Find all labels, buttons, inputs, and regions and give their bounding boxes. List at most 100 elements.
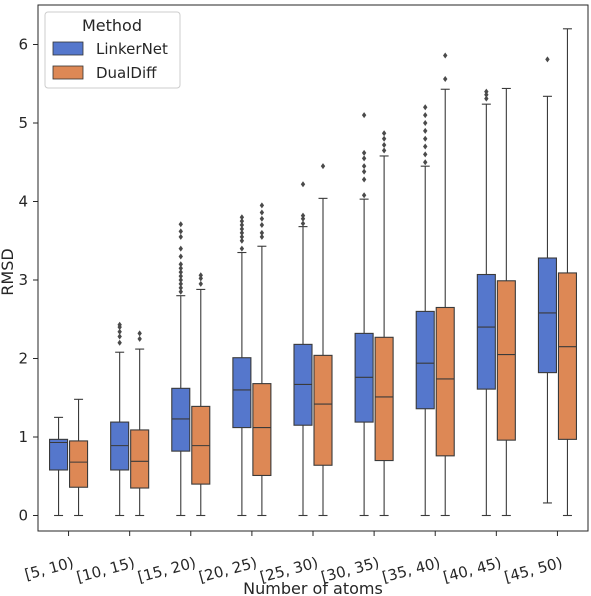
y-tick-label: 2 <box>18 350 28 368</box>
outlier-point <box>178 261 183 268</box>
outlier-point <box>178 265 183 272</box>
outlier-point <box>178 273 183 280</box>
outlier-point <box>259 229 265 236</box>
outlier-point <box>239 229 245 236</box>
y-tick-label: 0 <box>18 507 28 525</box>
legend-title: Method <box>82 16 142 35</box>
outlier-point <box>198 275 203 282</box>
box-linkernet-7 <box>476 88 496 517</box>
box-dualdiff-3 <box>252 202 272 517</box>
box-body <box>49 438 69 471</box>
outlier-point <box>484 88 489 95</box>
outlier-point <box>381 135 387 142</box>
outlier-point <box>443 52 448 59</box>
box-body <box>557 272 577 440</box>
box-dualdiff-7 <box>496 87 516 517</box>
x-ticks: [5, 10) [10, 15) [15, 20) [20, 25) [25, 30)[… <box>23 531 564 586</box>
outlier-point <box>178 245 183 252</box>
box-dualdiff-8 <box>557 28 577 517</box>
outlier-point <box>178 280 183 287</box>
outlier-point <box>423 143 428 150</box>
box-linkernet-5 <box>354 112 374 517</box>
box-body <box>252 383 272 477</box>
outlier-point <box>361 155 367 162</box>
x-tick-label: [10, 15) <box>75 553 137 586</box>
legend-swatch-dualdiff <box>52 65 84 80</box>
outlier-point <box>117 333 122 340</box>
outlier-point <box>239 237 245 244</box>
box-body <box>130 429 150 489</box>
outlier-point <box>259 215 265 222</box>
outlier-point <box>178 221 183 228</box>
y-tick-label: 3 <box>18 271 28 289</box>
outlier-point <box>178 277 183 283</box>
outlier-point <box>423 112 428 119</box>
outlier-point <box>381 147 387 154</box>
y-tick-label: 6 <box>18 36 28 54</box>
outlier-point <box>178 253 183 260</box>
outlier-point <box>320 163 326 170</box>
legend-label-dualdiff: DualDiff <box>96 64 157 82</box>
outlier-point <box>137 330 142 337</box>
box-linkernet-8 <box>537 56 557 504</box>
box-body <box>374 336 394 462</box>
box-body <box>69 440 89 488</box>
outlier-point <box>361 163 367 170</box>
outlier-point <box>423 151 428 158</box>
box-body <box>435 306 455 457</box>
y-tick-label: 4 <box>18 193 28 211</box>
x-tick-label: [15, 20) <box>136 553 198 586</box>
box-body <box>415 310 435 410</box>
outlier-point <box>178 228 183 235</box>
outlier-point <box>443 76 448 83</box>
outlier-point <box>259 202 265 209</box>
outlier-point <box>178 288 183 295</box>
box-dualdiff-6 <box>435 52 455 517</box>
outlier-point <box>423 104 428 111</box>
outlier-point <box>300 215 306 222</box>
outlier-point <box>178 284 183 291</box>
outlier-point <box>239 218 245 225</box>
box-body <box>232 357 252 429</box>
outlier-point <box>239 214 245 221</box>
plot-area <box>37 4 589 532</box>
box-body <box>537 257 557 374</box>
box-dualdiff-1 <box>130 330 150 517</box>
outlier-point <box>361 192 367 199</box>
boxes-layer <box>49 28 577 517</box>
box-body <box>171 387 191 452</box>
outlier-point <box>300 181 306 188</box>
box-body <box>496 280 516 441</box>
outlier-point <box>259 222 265 229</box>
outlier-point <box>198 280 203 287</box>
y-tick-label: 1 <box>18 428 28 446</box>
outlier-point <box>381 130 387 137</box>
outlier-point <box>361 149 367 156</box>
box-linkernet-3 <box>232 214 252 517</box>
outlier-point <box>381 141 387 148</box>
x-tick-label: [35, 40) <box>380 553 442 586</box>
box-body <box>476 273 496 390</box>
outlier-point <box>423 120 428 126</box>
outlier-point <box>178 233 183 240</box>
outlier-point <box>117 321 122 328</box>
outlier-point <box>137 335 142 342</box>
outlier-point <box>259 209 265 216</box>
box-dualdiff-2 <box>191 272 211 517</box>
outlier-point <box>423 159 428 166</box>
outlier-point <box>239 233 245 240</box>
legend-label-linkernet: LinkerNet <box>96 40 168 58</box>
outlier-point <box>361 112 367 119</box>
box-linkernet-1 <box>110 321 130 517</box>
outlier-point <box>300 212 306 219</box>
outlier-point <box>423 127 428 134</box>
outlier-point <box>198 272 203 279</box>
y-tick-label: 5 <box>18 114 28 132</box>
box-dualdiff-0 <box>69 398 89 517</box>
outlier-point <box>239 225 245 232</box>
outlier-point <box>361 176 367 183</box>
outlier-point <box>545 56 550 63</box>
outlier-point <box>239 222 245 229</box>
box-dualdiff-5 <box>374 130 394 517</box>
